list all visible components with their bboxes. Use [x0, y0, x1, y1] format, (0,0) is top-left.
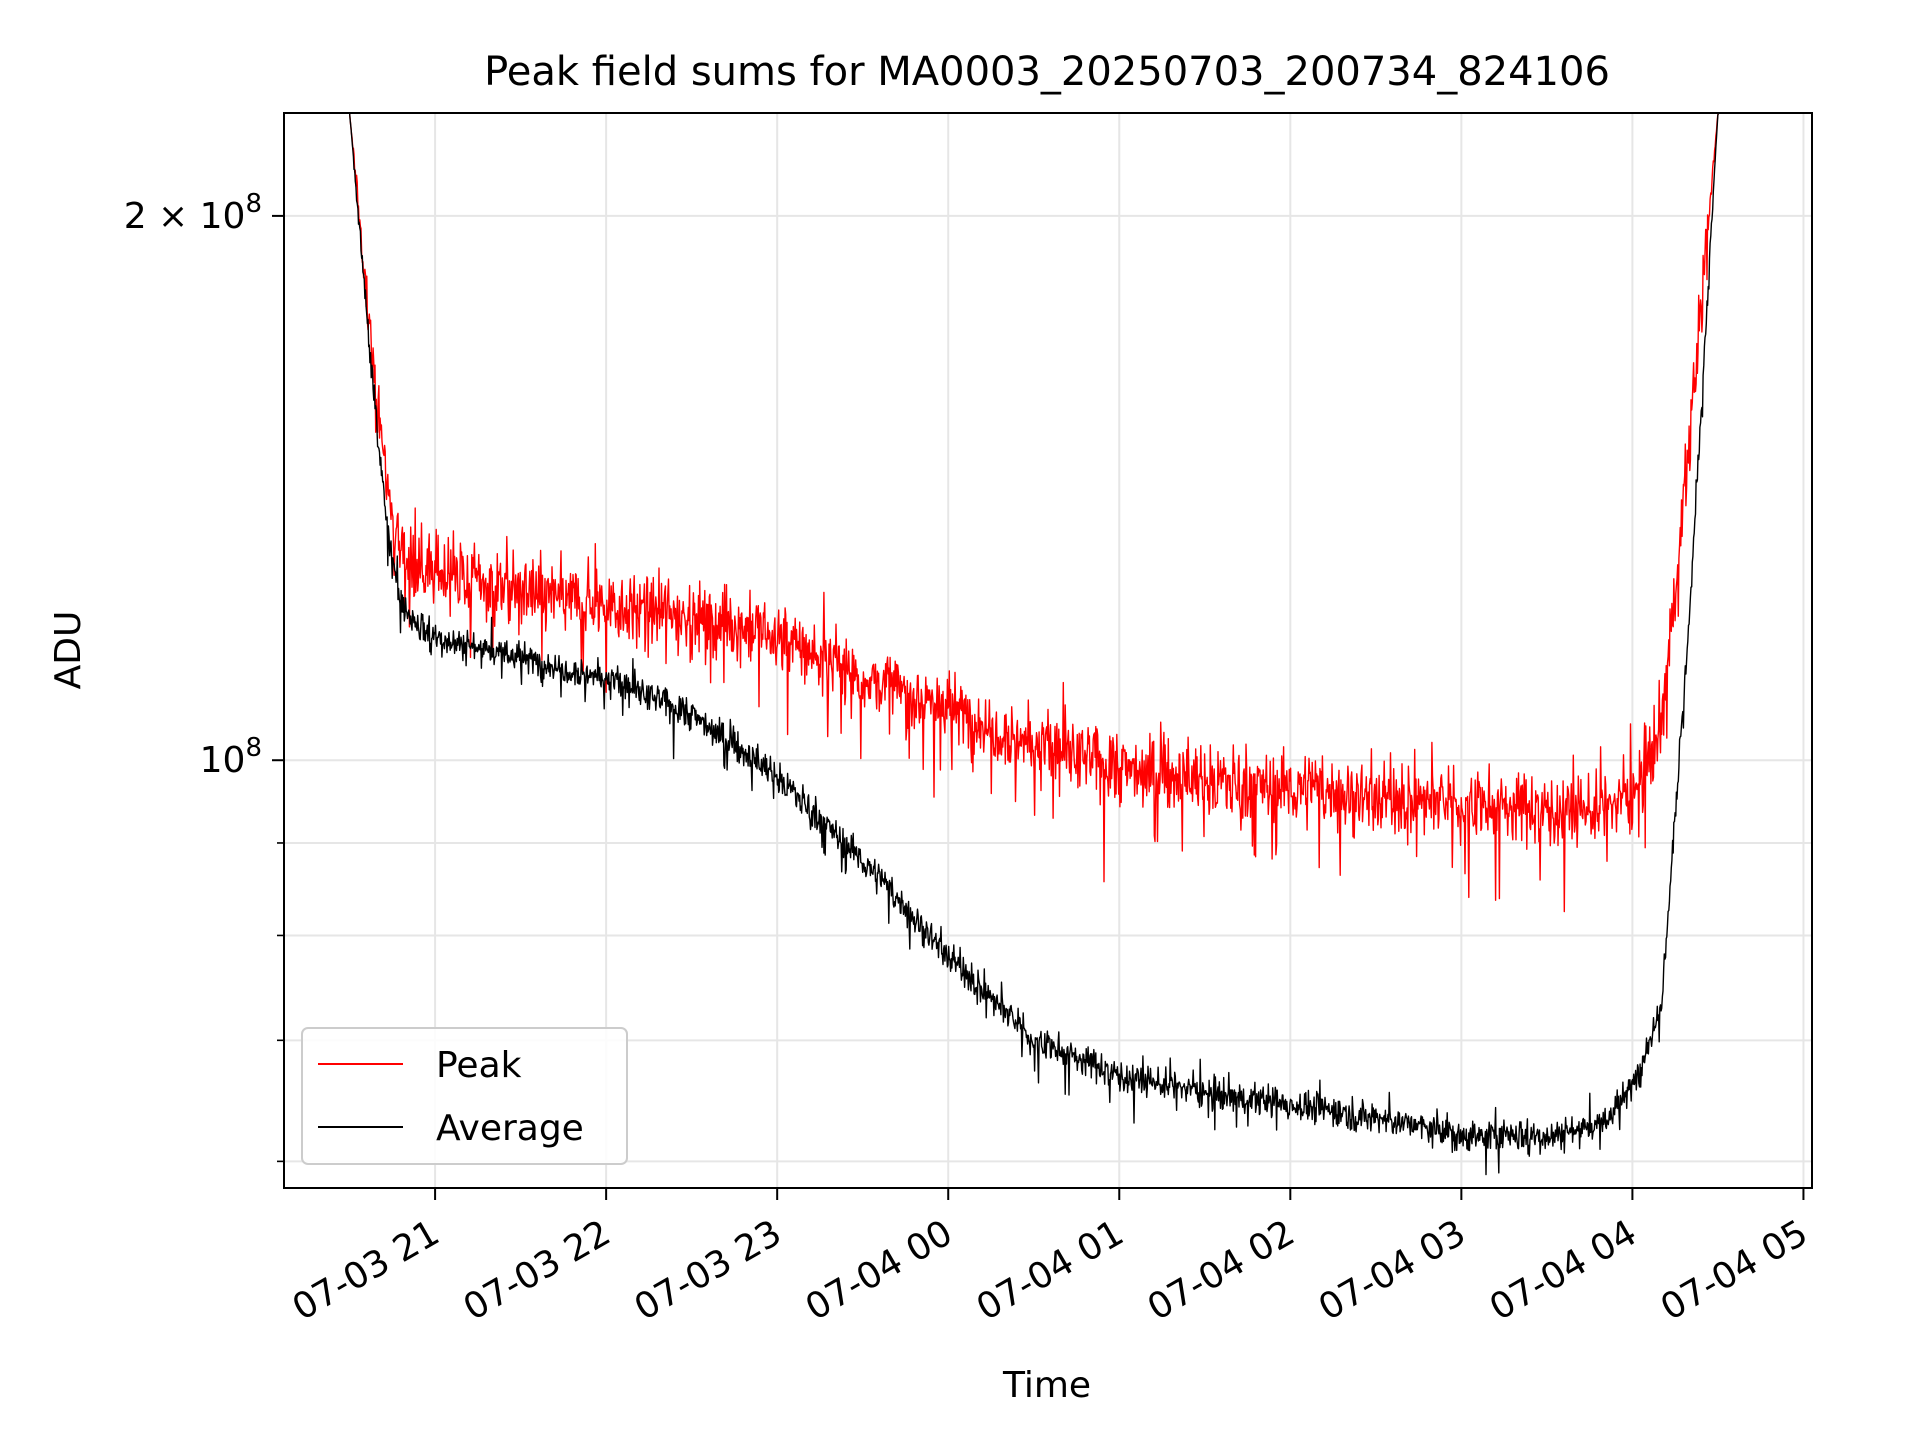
legend-label-average: Average: [436, 1108, 584, 1149]
x-axis-label: Time: [1002, 1365, 1091, 1406]
x-tick-label: 07-04 04: [1483, 1212, 1644, 1328]
y-axis-label: ADU: [48, 611, 89, 690]
chart-title: Peak field sums for MA0003_20250703_2007…: [484, 49, 1610, 95]
series-line-peak: [284, 113, 1812, 913]
x-tick-label: 07-03 22: [457, 1212, 618, 1328]
grid: [284, 113, 1812, 1188]
plot-frame: [283, 112, 1813, 1189]
x-tick-label: 07-04 02: [1141, 1212, 1302, 1328]
y-tick-label: 108: [200, 733, 262, 781]
x-tick-label: 07-03 21: [286, 1212, 447, 1328]
legend-label-peak: Peak: [436, 1045, 522, 1086]
series-line-average: [284, 113, 1812, 1176]
x-tick-label: 07-04 00: [799, 1212, 960, 1328]
legend-box: [301, 1027, 628, 1165]
series-layer: [284, 113, 1812, 1176]
plot-background: [284, 113, 1812, 1188]
x-tick-label: 07-04 03: [1312, 1212, 1473, 1328]
x-tick-label: 07-04 01: [970, 1212, 1131, 1328]
x-tick-label: 07-04 05: [1654, 1212, 1815, 1328]
x-tick-label: 07-03 23: [628, 1212, 789, 1328]
y-tick-label: 2 × 108: [124, 189, 262, 237]
legend: Peak Average: [301, 1027, 628, 1165]
